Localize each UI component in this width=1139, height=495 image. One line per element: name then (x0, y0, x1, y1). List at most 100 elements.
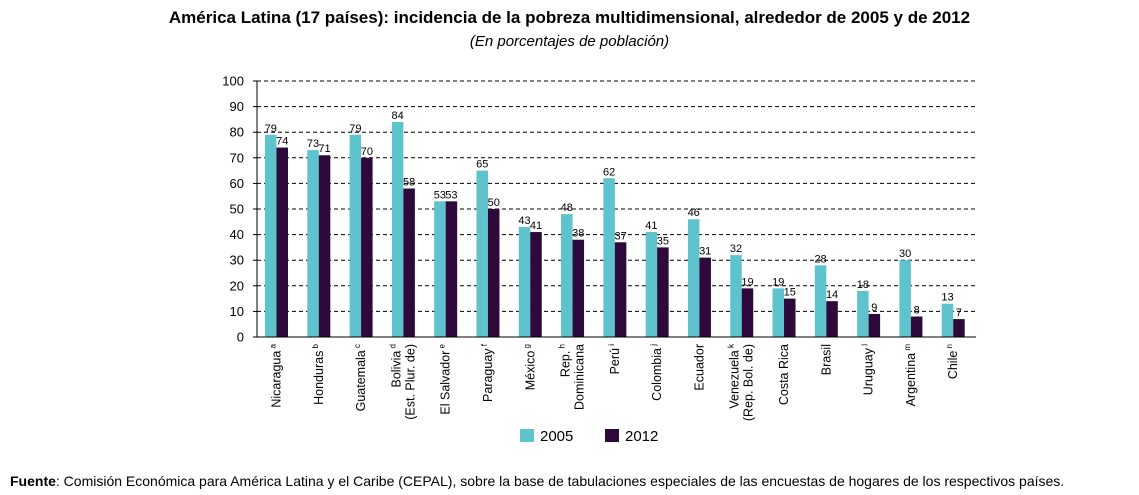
footnote-marker: n (945, 344, 954, 351)
data-label: 41 (645, 220, 657, 232)
bar-2005 (349, 134, 362, 337)
bar-2005 (814, 265, 827, 337)
legend-label: 2005 (540, 428, 573, 445)
bar-2005 (265, 134, 277, 337)
y-tick-label: 40 (230, 227, 244, 242)
data-label: 18 (857, 279, 869, 291)
x-category-label: Colombia j (649, 344, 664, 401)
y-tick-label: 90 (230, 99, 244, 114)
y-tick-label: 50 (230, 202, 244, 217)
y-tick-label: 100 (222, 74, 244, 89)
x-category-label: Dominicana (573, 344, 587, 410)
data-label: 84 (392, 110, 404, 122)
source-label: Fuente (10, 473, 56, 489)
bar-2005 (561, 214, 573, 337)
data-label: 28 (814, 253, 826, 265)
data-label: 58 (403, 177, 415, 189)
y-tick-label: 70 (230, 150, 244, 165)
bar-2012 (953, 319, 965, 337)
bar-2005 (941, 303, 954, 337)
data-label: 48 (561, 202, 573, 214)
bar-2005 (518, 226, 531, 337)
footnote-marker: m (903, 344, 912, 353)
bar-2012 (445, 201, 458, 337)
x-category-label: El Salvador e (438, 343, 453, 414)
footnote-marker: h (558, 344, 567, 351)
data-label: 41 (530, 220, 542, 232)
y-tick-label: 60 (230, 176, 244, 191)
bar-2012 (741, 288, 754, 337)
chart-subtitle: (En porcentajes de población) (469, 33, 670, 50)
y-tick-label: 80 (230, 125, 244, 140)
data-label: 9 (871, 302, 877, 314)
x-category-label: Brasil (819, 344, 833, 375)
data-label: 50 (488, 197, 500, 209)
x-category-label: Ecuador (692, 344, 706, 391)
source-text: : Comisión Económica para América Latina… (55, 473, 1065, 489)
y-tick-label: 10 (230, 304, 244, 319)
bar-2012 (657, 247, 669, 337)
bar-2012 (826, 301, 838, 337)
data-label: 73 (307, 138, 319, 150)
footnote-marker: l (861, 344, 870, 348)
bar-2005 (476, 170, 488, 337)
data-label: 30 (899, 248, 911, 260)
bar-2005 (307, 150, 319, 337)
bar-2005 (434, 201, 446, 337)
bar-2012 (276, 147, 288, 337)
y-tick-label: 30 (230, 253, 244, 268)
footnote-marker: j (649, 344, 658, 348)
data-label: 79 (349, 123, 361, 135)
bar-2012 (699, 257, 711, 337)
bar-2005 (687, 219, 700, 337)
data-label: 31 (699, 246, 711, 258)
footnote-marker: i (607, 344, 616, 348)
legend-swatch-2012 (605, 429, 619, 442)
data-label: 19 (772, 276, 784, 288)
data-label: 15 (784, 287, 796, 299)
footnote-marker: k (727, 343, 736, 350)
bar-2005 (645, 232, 658, 337)
data-label: 71 (318, 143, 330, 155)
data-label: 32 (730, 243, 742, 255)
bar-2012 (361, 157, 373, 337)
data-label: 65 (476, 159, 488, 171)
y-tick-label: 20 (230, 278, 244, 293)
x-category-label: Paraguay f (480, 343, 495, 402)
x-category-label: Perú i (607, 344, 622, 375)
bar-2005 (772, 288, 785, 337)
footnote-marker: c (353, 344, 362, 350)
x-category-label: Venezuela k (727, 343, 742, 409)
footnote-marker: e (438, 343, 447, 350)
data-label: 14 (826, 289, 838, 301)
data-label: 79 (265, 123, 277, 135)
data-label: 19 (741, 276, 753, 288)
data-label: 35 (657, 235, 669, 247)
footnote-marker: d (388, 344, 397, 351)
x-category-label: Uruguay l (861, 344, 876, 395)
bar-2012 (530, 232, 542, 337)
y-tick-label: 0 (237, 330, 244, 345)
x-category-label: Nicaragua a (269, 343, 284, 407)
bar-2005 (391, 121, 404, 338)
legend-swatch-2005 (520, 429, 534, 442)
data-label: 8 (914, 305, 920, 317)
x-category-label: Guatemala c (353, 344, 368, 411)
data-label: 38 (572, 228, 584, 240)
data-label: 46 (688, 207, 700, 219)
x-category-label: (Est. Plur. de) (403, 344, 417, 420)
bar-2012 (910, 316, 923, 337)
legend-label: 2012 (625, 428, 658, 445)
bar-2012 (403, 188, 415, 337)
source-note: Fuente: Comisión Económica para América … (10, 473, 1135, 489)
x-category-label: Costa Rica (777, 344, 791, 405)
footnote-marker: g (522, 344, 531, 351)
chart-title: América Latina (17 países): incidencia d… (168, 8, 971, 27)
bar-2012 (318, 155, 331, 337)
x-category-label: México g (522, 344, 537, 390)
data-label: 74 (276, 136, 288, 148)
x-category-label: (Rep. Bol. de) (742, 344, 756, 421)
bar-2012 (572, 239, 585, 337)
bar-2012 (784, 298, 796, 337)
